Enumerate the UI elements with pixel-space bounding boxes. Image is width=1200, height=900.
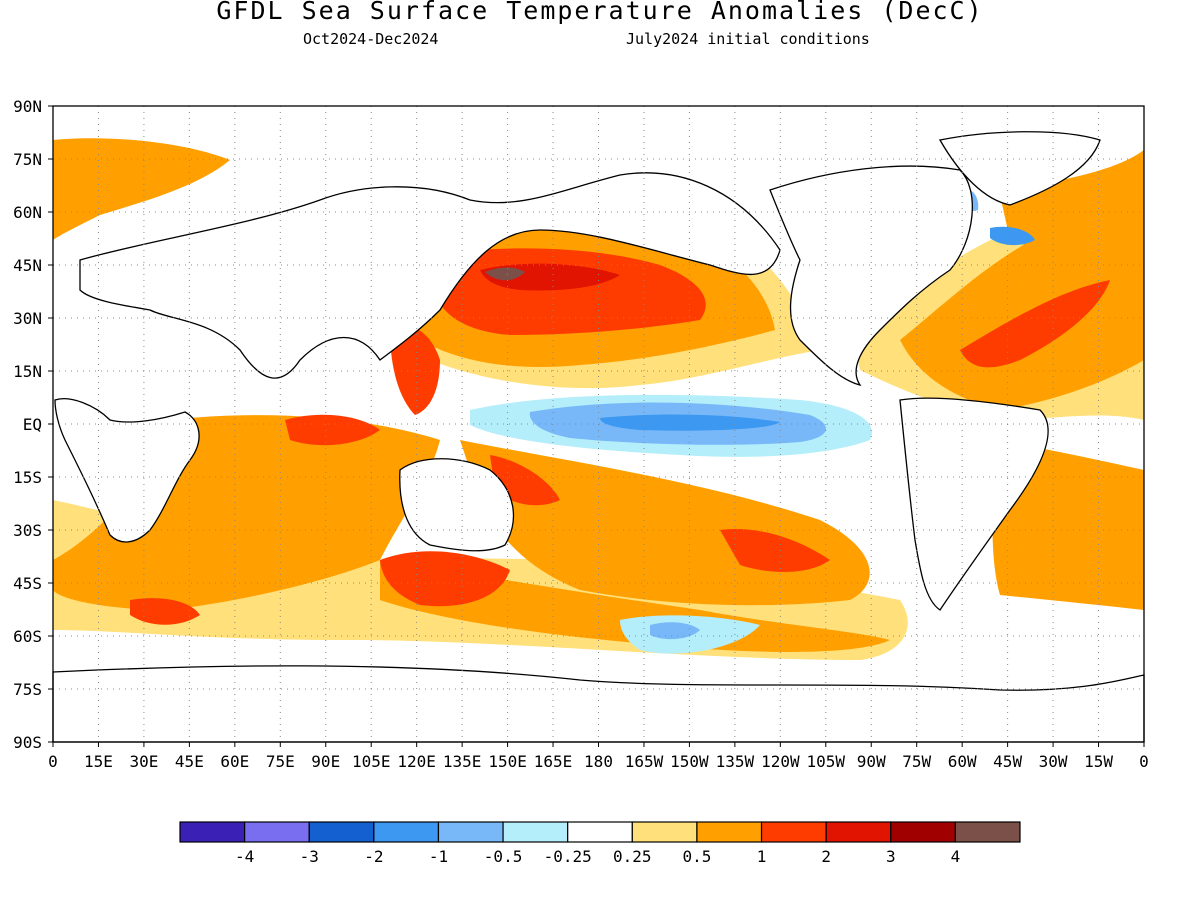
longitude-label: 45E: [175, 752, 204, 771]
legend-swatch: [825, 821, 892, 843]
legend-label: 0.5: [682, 847, 711, 866]
legend-swatch: [567, 821, 633, 843]
longitude-label: 0: [1139, 752, 1149, 771]
anomaly-north-atlantic-red: [960, 280, 1110, 368]
latitude-label: 45N: [13, 256, 42, 275]
legend-swatch: [631, 821, 698, 843]
longitude-label: 135W: [716, 752, 755, 771]
longitude-label: 0: [48, 752, 58, 771]
south-america-coastline: [899, 397, 1049, 611]
north-america-coastline: [769, 165, 973, 387]
latitude-label: 60S: [13, 627, 42, 646]
legend-label: -3: [300, 847, 319, 866]
latitude-label: EQ: [23, 415, 42, 434]
legend-swatch: [696, 821, 763, 843]
legend-label: -1: [429, 847, 448, 866]
legend-swatch: [244, 821, 310, 843]
legend-label: 2: [821, 847, 831, 866]
legend-label: 1: [757, 847, 767, 866]
map-title: GFDL Sea Surface Temperature Anomalies (…: [216, 0, 984, 25]
longitude-label: 75W: [902, 752, 931, 771]
longitude-label: 15W: [1084, 752, 1113, 771]
legend-label: 4: [951, 847, 961, 866]
latitude-label: 75N: [13, 150, 42, 169]
latitude-label: 90S: [13, 733, 42, 752]
anomaly-arctic-orange: [53, 138, 230, 240]
anomaly-southern-cold-core: [650, 622, 700, 640]
longitude-label: 150E: [488, 752, 527, 771]
legend-label: 0.25: [613, 847, 652, 866]
legend-swatch: [760, 821, 827, 843]
anomaly-labrador-cold: [990, 226, 1035, 246]
anomaly-south-pacific-red: [720, 529, 830, 572]
legend-swatch: [308, 821, 375, 843]
longitude-label: 60W: [948, 752, 977, 771]
longitude-label: 120E: [397, 752, 436, 771]
anomaly-kuroshio-maroon: [485, 267, 525, 281]
anomaly-south-atlantic-orange: [992, 440, 1144, 610]
longitude-label: 150W: [670, 752, 709, 771]
legend-label: -0.5: [484, 847, 523, 866]
latitude-label: 60N: [13, 203, 42, 222]
longitude-label: 165W: [625, 752, 664, 771]
longitude-label: 15E: [84, 752, 113, 771]
latitude-label: 30S: [13, 521, 42, 540]
latitude-label: 90N: [13, 97, 42, 116]
longitude-label: 120W: [761, 752, 800, 771]
initial-conditions: July2024 initial conditions: [626, 30, 870, 48]
graticule: [53, 106, 1144, 742]
greenland-coastline: [938, 131, 1101, 206]
antarctica-coastline: [52, 665, 1145, 743]
eurasia-coastline: [79, 172, 781, 379]
legend-swatch: [179, 821, 246, 843]
longitude-label: 45W: [993, 752, 1022, 771]
longitude-label: 90W: [857, 752, 886, 771]
longitude-label: 180: [584, 752, 613, 771]
legend-swatch: [437, 821, 504, 843]
legend-swatch: [502, 821, 569, 843]
legend-label: -2: [364, 847, 383, 866]
anomaly-south-australia-red: [380, 551, 510, 607]
anomaly-southern-belt-orange: [380, 560, 890, 652]
anomaly-indian-red: [285, 414, 380, 446]
longitude-label: 165E: [534, 752, 573, 771]
africa-coastline: [54, 398, 200, 543]
latitude-label: 75S: [13, 680, 42, 699]
legend-swatch: [373, 821, 440, 843]
latitude-label: 15S: [13, 468, 42, 487]
legend-label: 3: [886, 847, 896, 866]
latitude-label: 45S: [13, 574, 42, 593]
longitude-label: 75E: [266, 752, 295, 771]
anomaly-west-pacific-red: [390, 326, 440, 415]
longitude-label: 105W: [807, 752, 846, 771]
latitude-labels: 90N 75N 60N 45N 30N 15N EQ 15S 30S 45S 60S 75S 90S: [13, 97, 53, 752]
longitude-label: 30W: [1039, 752, 1068, 771]
longitude-label: 105E: [352, 752, 391, 771]
latitude-label: 15N: [13, 362, 42, 381]
continents: [52, 131, 1145, 743]
longitude-label: 90E: [311, 752, 340, 771]
color-legend: -4 -3 -2 -1 -0.5 -0.25 0.25 0.5 1 2 3 4: [179, 821, 1021, 866]
longitude-label: 60E: [220, 752, 249, 771]
legend-label: -0.25: [544, 847, 592, 866]
legend-label: -4: [235, 847, 254, 866]
australia-coastline: [399, 458, 515, 552]
legend-swatch: [954, 821, 1021, 843]
longitude-labels: 0 15E 30E 45E 60E 75E 90E 105E 120E 135E 150E 165E 1…: [48, 742, 1149, 771]
anomaly-arctic-east-orange: [1000, 150, 1144, 262]
latitude-label: 30N: [13, 309, 42, 328]
anomaly-southern-red-patch: [130, 598, 200, 625]
forecast-period: Oct2024-Dec2024: [303, 30, 439, 48]
legend-swatch: [890, 821, 956, 843]
longitude-label: 135E: [443, 752, 482, 771]
longitude-label: 30E: [129, 752, 158, 771]
